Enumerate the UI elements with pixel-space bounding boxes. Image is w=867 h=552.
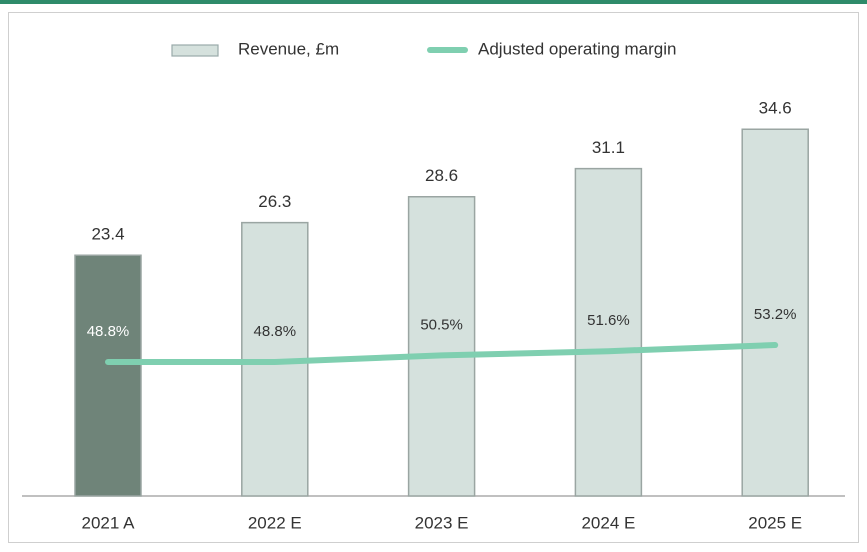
x-tick-label: 2022 E — [248, 513, 302, 532]
bar-value-label: 34.6 — [759, 99, 792, 118]
line-value-label: 48.8% — [254, 323, 297, 340]
bar — [407, 196, 476, 497]
line-value-label: 50.5% — [420, 316, 463, 333]
x-tick-label: 2021 A — [82, 513, 136, 532]
bar — [741, 128, 809, 497]
bar-value-label: 31.1 — [592, 138, 625, 157]
legend-swatch — [171, 44, 219, 57]
line — [105, 342, 779, 365]
x-tick-label: 2024 E — [581, 513, 635, 532]
bar — [574, 167, 643, 497]
legend-label: Adjusted operating margin — [478, 39, 676, 58]
bar-value-label: 28.6 — [425, 166, 458, 185]
top-bar — [0, 0, 867, 4]
bar-value-label: 23.4 — [91, 225, 124, 244]
line-value-label: 51.6% — [587, 312, 630, 329]
legend-label: Revenue, £m — [238, 39, 339, 58]
x-tick-label: 2025 E — [748, 513, 802, 532]
line-value-label: 48.8% — [87, 323, 130, 340]
x-tick-label: 2023 E — [415, 513, 469, 532]
bar — [74, 254, 142, 497]
line-value-label: 53.2% — [754, 306, 797, 323]
bar-value-label: 26.3 — [258, 192, 291, 211]
